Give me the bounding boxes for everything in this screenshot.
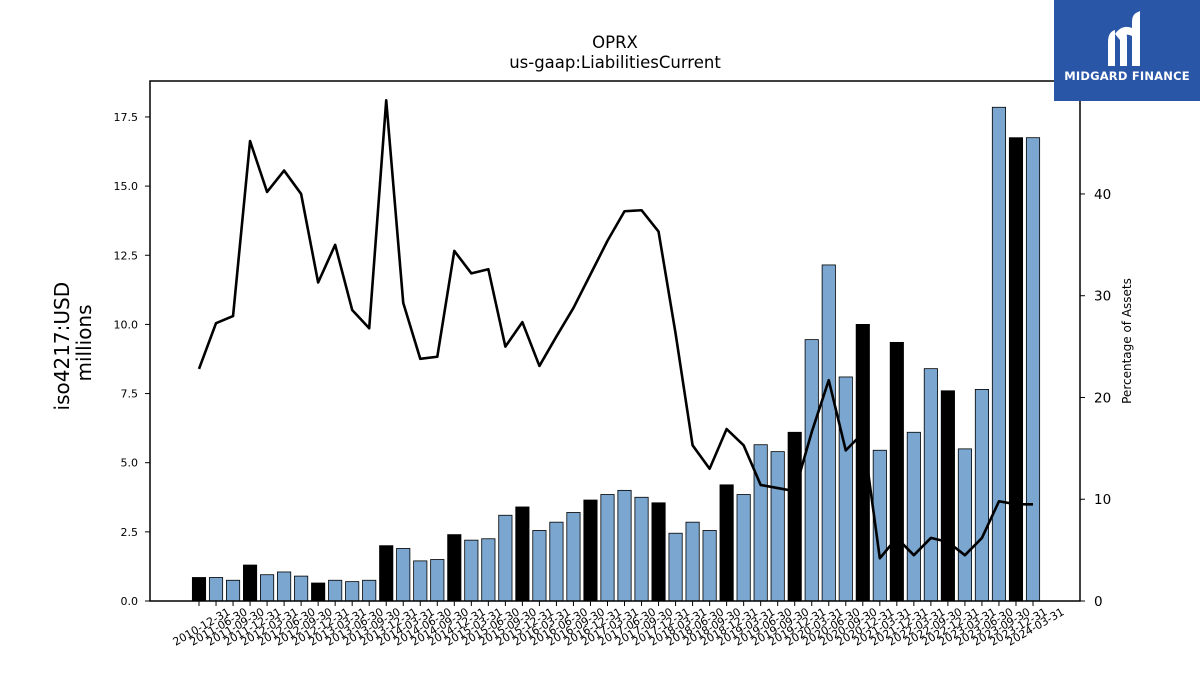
y-tick-label: 2.5 xyxy=(121,526,139,539)
chart-title: OPRX xyxy=(592,33,638,52)
bar-2023-06-30 xyxy=(974,388,989,602)
y2-axis-label: Percentage of Assets xyxy=(1120,278,1134,404)
y-tick-label: 10.0 xyxy=(114,318,139,331)
bar-2015-09-30 xyxy=(498,514,513,602)
y-tick-label: 15.0 xyxy=(114,180,139,193)
bar-2018-06-30 xyxy=(685,521,700,602)
bar-2022-09-30 xyxy=(923,368,938,602)
bar-2013-09-30 xyxy=(362,579,377,602)
y-tick-label: 7.5 xyxy=(121,388,139,401)
y2-tick-label: 20 xyxy=(1094,390,1111,406)
bar-2019-06-30 xyxy=(753,444,768,602)
bar-2017-06-30 xyxy=(617,489,632,602)
y2-tick-label: 0 xyxy=(1094,594,1103,610)
chart-subtitle: us-gaap:LiabilitiesCurrent xyxy=(509,53,721,72)
line-series xyxy=(197,99,1033,560)
logo-mark-icon xyxy=(1108,11,1140,66)
bar-2018-09-30 xyxy=(702,530,717,602)
bar-2021-12-31 xyxy=(889,341,904,602)
bar-2016-09-30 xyxy=(566,512,581,602)
bar-2013-06-30 xyxy=(345,581,360,602)
bar-2024-03-31 xyxy=(1025,137,1041,602)
bar-2020-06-30 xyxy=(821,264,836,602)
bar-2012-03-31 xyxy=(260,574,275,602)
axes: 0.02.55.07.510.012.515.017.5010203040201… xyxy=(114,80,1111,649)
bar-2023-03-31 xyxy=(957,448,972,602)
bar-2020-09-30 xyxy=(838,376,853,602)
percentage-of-assets-line xyxy=(197,99,1033,560)
logo-text: MIDGARD FINANCE xyxy=(1064,69,1190,83)
bar-2014-06-30 xyxy=(413,560,428,602)
bar-2023-12-31 xyxy=(1008,137,1024,602)
bar-2011-12-31 xyxy=(243,564,258,602)
y-tick-label: 5.0 xyxy=(121,457,139,470)
bar-2017-03-31 xyxy=(600,494,615,602)
y-tick-label: 17.5 xyxy=(114,111,139,124)
midgard-finance-logo: MIDGARD FINANCE xyxy=(1054,0,1200,101)
bar-2015-06-30 xyxy=(481,538,496,602)
bar-series xyxy=(191,106,1041,602)
bar-2019-09-30 xyxy=(770,451,785,602)
bar-2019-03-31 xyxy=(736,494,751,602)
bar-2015-03-31 xyxy=(464,539,479,602)
y2-tick-label: 30 xyxy=(1094,289,1111,305)
y-tick-label: 0.0 xyxy=(121,595,139,608)
bar-2017-09-30 xyxy=(634,496,649,602)
bar-2014-12-31 xyxy=(447,534,462,602)
bar-2022-03-31 xyxy=(906,431,921,602)
y2-tick-label: 10 xyxy=(1094,492,1111,508)
bar-2022-12-31 xyxy=(940,390,955,602)
bar-2023-09-30 xyxy=(991,106,1007,602)
bar-2017-12-31 xyxy=(651,502,666,602)
y2-tick-label: 40 xyxy=(1094,187,1111,203)
bar-2012-09-30 xyxy=(294,575,309,602)
bar-2011-09-30 xyxy=(225,579,241,602)
bar-2010-12-31 xyxy=(191,577,207,602)
y-axis-label: iso4217:USD millions xyxy=(50,276,96,411)
bar-2018-12-31 xyxy=(719,484,734,602)
bar-2014-09-30 xyxy=(430,559,445,602)
bar-2018-03-31 xyxy=(668,532,683,602)
bar-2014-03-31 xyxy=(396,548,411,602)
bar-2012-12-31 xyxy=(311,582,326,602)
bar-2013-12-31 xyxy=(379,545,394,602)
bar-2012-06-30 xyxy=(277,571,292,602)
plot-frame xyxy=(149,80,1081,602)
bar-2016-12-31 xyxy=(583,499,598,602)
bar-2016-03-31 xyxy=(532,530,547,602)
bar-2016-06-30 xyxy=(549,521,564,602)
y-tick-label: 12.5 xyxy=(114,249,139,262)
bar-2019-12-31 xyxy=(787,431,802,602)
bar-2020-03-31 xyxy=(804,339,819,602)
bar-2013-03-31 xyxy=(328,579,343,602)
bar-2015-12-31 xyxy=(515,506,530,602)
bar-2011-06-30 xyxy=(208,577,224,602)
